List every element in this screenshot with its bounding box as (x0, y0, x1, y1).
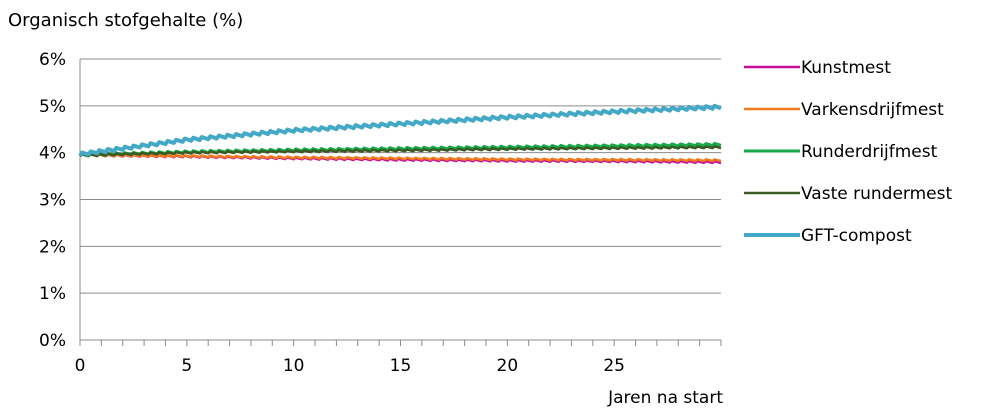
gridlines (80, 58, 721, 294)
y-tick-label: 6% (39, 50, 66, 70)
legend-label: Runderdrijfmest (801, 142, 938, 162)
x-tick-label: 0 (75, 356, 86, 376)
y-tick-labels: 0% 1% 2% 3% 4% 5% 6% (39, 50, 66, 351)
x-axis-label: Jaren na start (607, 388, 723, 408)
axes (79, 59, 722, 346)
y-tick-label: 4% (39, 144, 66, 164)
x-tick-labels: 0 5 10 15 20 25 (75, 356, 625, 376)
legend-label: Vaste rundermest (801, 184, 952, 204)
legend-label: Kunstmest (801, 58, 891, 78)
y-tick-label: 2% (39, 237, 66, 257)
x-tick-label: 20 (497, 356, 519, 376)
x-tick-label: 5 (181, 356, 192, 376)
x-tick-label: 15 (390, 356, 412, 376)
series-line-1 (79, 153, 722, 163)
chart-title: Organisch stofgehalte (%) (8, 10, 243, 31)
x-tick-label: 25 (603, 356, 625, 376)
y-tick-label: 5% (39, 97, 66, 117)
y-tick-label: 3% (39, 191, 66, 211)
legend-label: Varkensdrijfmest (801, 100, 944, 120)
series-lines (78, 103, 722, 165)
series-line-4 (78, 103, 722, 157)
y-tick-label: 1% (39, 284, 66, 304)
legend: Kunstmest Varkensdrijfmest Runderdrijfmest… (744, 58, 952, 246)
series-line-3 (79, 145, 722, 158)
x-tick-label: 10 (283, 356, 305, 376)
y-tick-label: 0% (39, 331, 66, 351)
legend-label: GFT-compost (801, 226, 912, 246)
